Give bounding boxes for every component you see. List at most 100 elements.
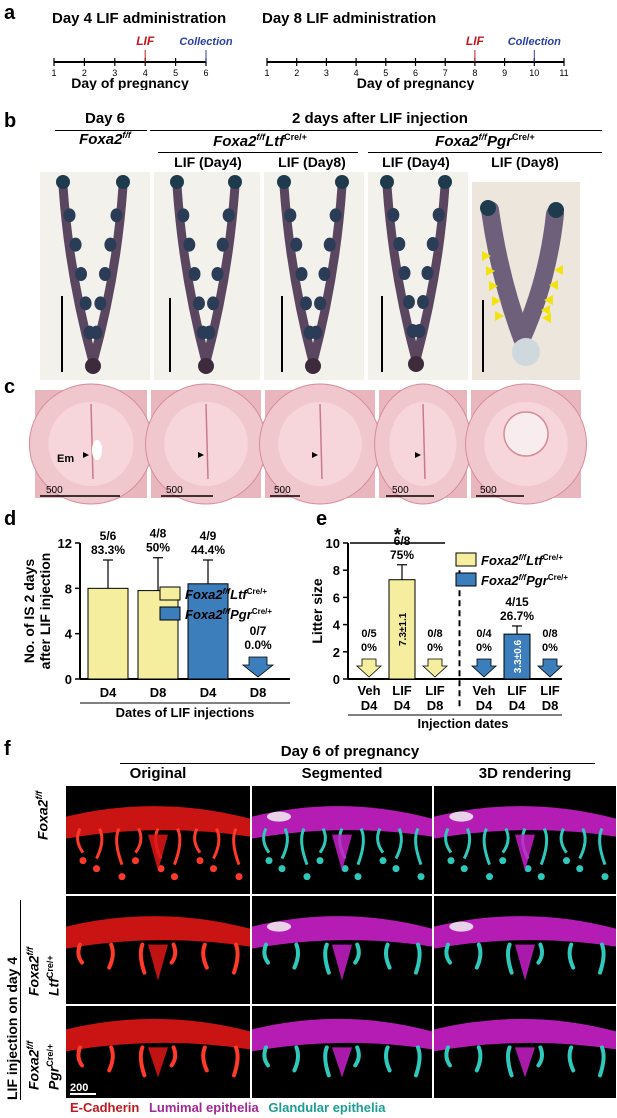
uterus-2-implantation-site xyxy=(183,237,196,252)
yellow-arrowhead xyxy=(549,280,558,290)
row-label-ltf: Foxa2f/f LtfCre/+ xyxy=(25,947,62,996)
scale-text-5: 500 xyxy=(480,485,497,496)
panel-f-title: Day 6 of pregnancy xyxy=(280,743,420,760)
fluor-scale-text: 200 xyxy=(70,1082,89,1094)
genotype-ctrl-label: Foxa2f/f xyxy=(79,130,131,148)
uterus-2-implantation-site xyxy=(192,296,205,311)
fluor-r2c1-gland xyxy=(169,942,178,965)
uterus-2-cervix xyxy=(198,358,214,374)
uterus-4-implantation-site xyxy=(432,208,445,222)
uterus-5-left-horn xyxy=(481,201,531,347)
fluor-r1c3-gland-tip xyxy=(601,873,609,881)
fluor-r1c3-gland xyxy=(482,827,491,866)
uterus-3-implantation-site xyxy=(329,208,342,223)
chart-e-ytick-label: 6 xyxy=(333,590,340,605)
col-label-3: LIF (Day4) xyxy=(382,154,450,170)
chart-e-percent-1: 0% xyxy=(361,642,377,654)
chart-d-legend-swatch-2 xyxy=(159,606,181,621)
uterus-5-right-ovary xyxy=(548,202,564,218)
fluor-r3c2-gland xyxy=(323,1045,331,1078)
chart-e-xtick-label-4-b: D4 xyxy=(476,698,493,713)
fluor-r1c1-gland-tip xyxy=(79,857,87,865)
fluor-r1c2-gland xyxy=(414,827,423,866)
fluor-r3c2-luminal-band xyxy=(252,1018,432,1052)
uterus-3-implantation-site xyxy=(284,208,297,223)
timeline-left-tick-label: 4 xyxy=(143,68,148,78)
fluor-r1c2-gland-tip xyxy=(417,873,425,881)
fluor-r2c2-gland xyxy=(323,942,331,975)
chart-e-bar-2 xyxy=(388,579,416,680)
chart-e-zero-arrow-4 xyxy=(470,658,498,678)
chart-e-xtick-label-1-b: D4 xyxy=(361,698,378,713)
chart-e-ytick-label: 0 xyxy=(333,672,340,687)
uterus-1-right-ovary xyxy=(116,175,130,189)
row-label-pgr: Foxa2f/f PgrCre/+ xyxy=(25,1041,62,1090)
col-3d-rendering: 3D rendering xyxy=(478,765,572,782)
fluor-r2c3-luminal-band xyxy=(434,916,616,949)
chart-e-xtick-label-3-a: LIF xyxy=(425,683,445,698)
panel-label-a: a xyxy=(4,2,16,24)
histology-stroma-2 xyxy=(164,402,248,486)
fluor-r2c2-crypt xyxy=(332,944,352,981)
uterus-2-implantation-site xyxy=(211,267,224,281)
uterus-4-left-horn xyxy=(382,181,421,365)
timeline-left-tick-label: 3 xyxy=(112,68,117,78)
fluor-r2c1-crypt xyxy=(148,944,168,981)
pgr-underline xyxy=(368,152,602,153)
col-label-2: LIF (Day8) xyxy=(278,154,346,170)
chart-e: 02468100/50%VehD46/875%7.3±1.1LIFD40/80%… xyxy=(309,525,568,731)
chart-e-xtick-label-2-a: LIF xyxy=(392,683,412,698)
fluor-r1c1-gland xyxy=(134,827,143,854)
side-label-lif-day4: LIF injection on day 4 xyxy=(4,956,20,1100)
fluor-r2c3-highlight xyxy=(449,921,474,932)
uterus-2-implantation-site xyxy=(222,208,235,223)
uterus-3-left-horn xyxy=(279,181,318,367)
uterus-4-implantation-site xyxy=(398,266,411,280)
uterus-4-cervix xyxy=(408,356,424,372)
chart-d-ylabel-line1: No. of IS 2 days xyxy=(21,559,37,663)
fluor-r3c3-gland xyxy=(536,1045,544,1068)
chart-e-ytick-label: 2 xyxy=(333,645,340,660)
uterus-2-implantation-site xyxy=(177,208,190,223)
chart-e-ytick-label: 10 xyxy=(326,536,340,551)
legend-glandular: Glandular epithelia xyxy=(268,1100,386,1115)
fluor-r2c2-gland xyxy=(292,942,300,970)
timeline-right-tick-label: 8 xyxy=(472,68,477,78)
panel-label-b: b xyxy=(4,110,17,132)
uterus-3-left-ovary xyxy=(277,175,291,189)
chart-e-legend-label-2: Foxa2f/fPgrCre/+ xyxy=(481,573,568,588)
chart-e-zero-arrow-1 xyxy=(355,658,383,678)
histology-stroma-1 xyxy=(48,402,134,486)
uterus-1-implantation-site xyxy=(99,267,111,281)
uterus-1-implantation-site xyxy=(104,237,117,252)
fluor-r3c1-gland xyxy=(169,1045,178,1068)
chart-d-ratio-1: 5/6 xyxy=(100,529,117,543)
em-label: Em xyxy=(57,453,75,465)
chart-d-bar-1 xyxy=(87,587,129,680)
uterus-1-implantation-site xyxy=(110,208,123,223)
fluor-r1c2-crypt xyxy=(332,834,352,871)
fluor-r1c3-gland xyxy=(559,827,568,854)
fluor-r1c2-gland xyxy=(300,827,309,866)
col-label-4: LIF (Day8) xyxy=(491,154,559,170)
timeline-left-tick-label: 5 xyxy=(173,68,178,78)
uterus-4-implantation-site xyxy=(421,266,434,280)
timeline-right-tick-label: 1 xyxy=(264,68,269,78)
uterus-2-implantation-site xyxy=(216,237,229,252)
uterus-1-implantation-site xyxy=(79,296,92,311)
chart-e-ratio-6: 0/8 xyxy=(542,628,557,640)
chart-d-legend-label-1: Foxa2f/fLtfCre/+ xyxy=(185,587,267,602)
fluor-r1c3-gland xyxy=(501,827,510,854)
timeline-left-tick-label: 1 xyxy=(51,68,56,78)
fluor-r3c3-gland xyxy=(474,1045,483,1073)
chart-e-ytick-label: 8 xyxy=(333,563,340,578)
chart-d-ytick-label: 8 xyxy=(65,581,72,596)
uterus-3-implantation-site xyxy=(295,267,308,281)
fluor-r2c2-gland xyxy=(384,942,392,970)
fluor-r1c2-gland-tip xyxy=(354,873,362,881)
yellow-arrowhead xyxy=(495,311,504,321)
fluor-r3c2-crypt xyxy=(332,1047,352,1078)
side-label-bracket xyxy=(20,900,21,1100)
fluor-r1c3-gland xyxy=(598,827,607,866)
fluor-r1c1-gland xyxy=(232,827,241,866)
